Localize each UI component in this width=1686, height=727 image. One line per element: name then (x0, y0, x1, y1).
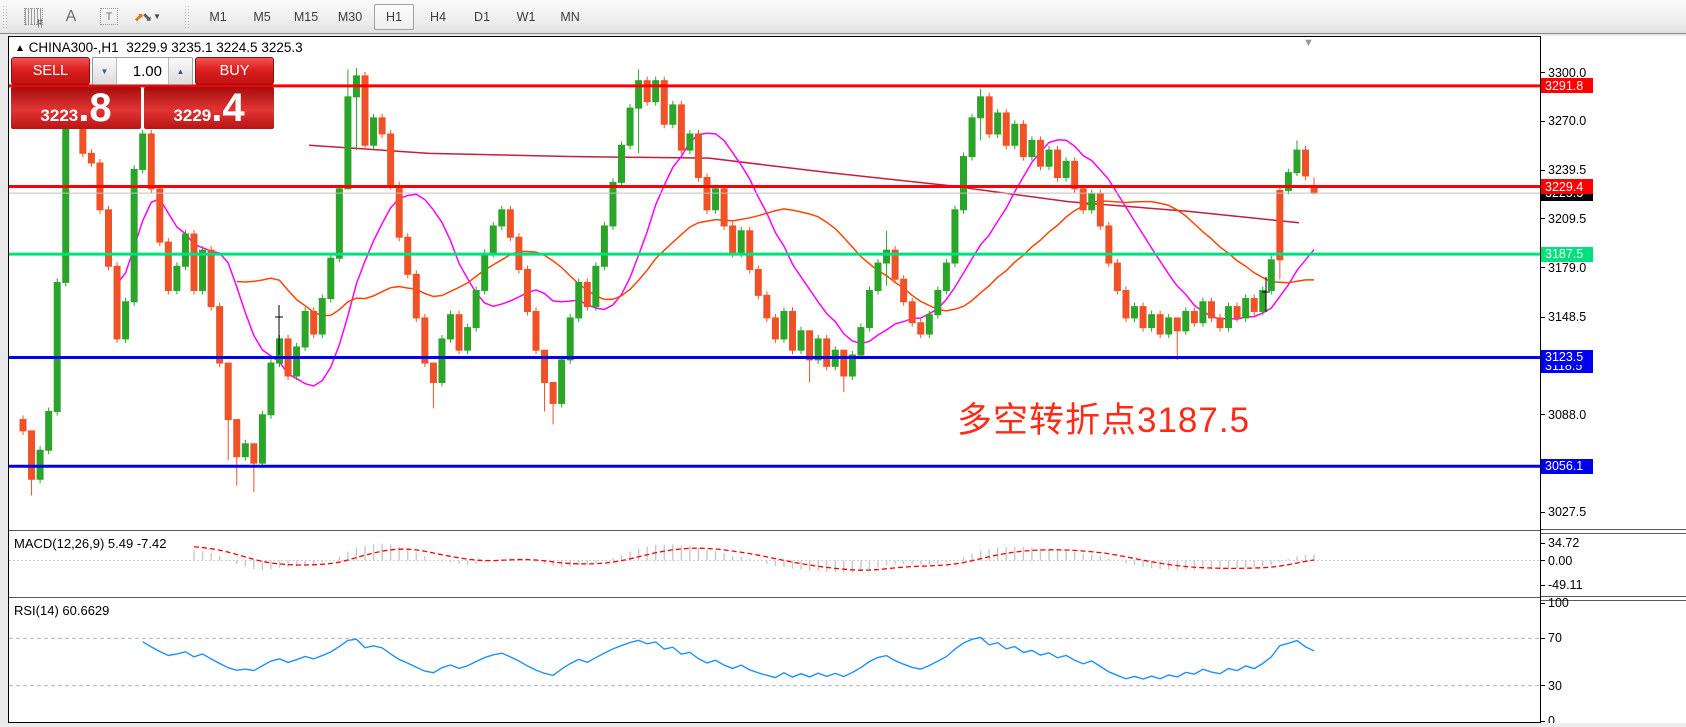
axis-tick: 3209.5 (1541, 212, 1586, 226)
pivot-annotation: 多空转折点3187.5 (957, 401, 1251, 440)
main-chart-pane[interactable]: ▲ CHINA300-,H1 3229.9 3235.1 3224.5 3225… (9, 37, 1540, 530)
chevron-down-icon: ▼ (153, 12, 162, 21)
price-badge-3291.8: 3291.8 (1541, 78, 1593, 94)
chart-title: ▲ CHINA300-,H1 3229.9 3235.1 3224.5 3225… (15, 40, 303, 55)
timeframe-toolbar-drag-handle[interactable] (185, 5, 191, 28)
timeframe-h4[interactable]: H4 (430, 9, 447, 24)
axis-tick: 3148.5 (1541, 310, 1586, 324)
text-label-icon[interactable]: A (65, 7, 77, 25)
rsi-pane[interactable]: RSI(14) 60.6629 (9, 600, 1540, 722)
rsi-label: RSI(14) 60.6629 (14, 603, 110, 618)
axis-tick: 3239.5 (1541, 163, 1586, 177)
rsi-axis-tick: 100 (1541, 596, 1569, 610)
macd-pane[interactable]: MACD(12,26,9) 5.49 -7.42 (9, 533, 1540, 597)
price-badge-3229.4: 3229.4 (1541, 179, 1593, 195)
volume-control: ▼ ▲ (92, 57, 193, 85)
timeframe-m15[interactable]: M15 (293, 9, 319, 24)
axis-tick: 3027.5 (1541, 505, 1586, 519)
price-badge-3123.5: 3123.5 (1541, 349, 1593, 365)
sell-price-tile[interactable]: 3223.8 (11, 87, 141, 129)
macd-label: MACD(12,26,9) 5.49 -7.42 (14, 536, 167, 551)
volume-input[interactable] (117, 58, 168, 84)
scroll-position-marker: ▼ (1303, 37, 1314, 49)
axis-tick: 3088.0 (1541, 408, 1586, 422)
symbol-collapse-icon[interactable]: ▲ (15, 43, 25, 54)
timeframe-d1[interactable]: D1 (474, 9, 491, 24)
timeframe-mn[interactable]: MN (560, 9, 580, 24)
rsi-axis-tick: 30 (1541, 679, 1562, 693)
buy-price-tile[interactable]: 3229.4 (144, 87, 274, 129)
axis-tick: 3179.0 (1541, 261, 1586, 275)
volume-decrease-button[interactable]: ▼ (93, 58, 117, 84)
macd-axis-tick: -49.11 (1541, 578, 1583, 592)
timeframe-m5[interactable]: M5 (253, 9, 271, 24)
axis-separator-1 (1541, 529, 1686, 534)
text-box-icon[interactable]: T (91, 4, 127, 30)
timeframe-m30[interactable]: M30 (337, 9, 363, 24)
toolbar: F A T ⬈⬊ ▼ M1 M5 M15 M30 H1 H4 D1 W1 MN (0, 0, 1686, 34)
rsi-plot (9, 636, 1540, 687)
timeframe-m1[interactable]: M1 (209, 9, 227, 24)
timeframe-w1[interactable]: W1 (516, 9, 536, 24)
status-bar (0, 723, 1686, 727)
axis-separator-2 (1541, 596, 1686, 601)
arrow-tools-icon[interactable]: ⬈⬊ ▼ (134, 9, 162, 24)
price-badge-3056.1: 3056.1 (1541, 458, 1593, 474)
axis-tick: 3270.0 (1541, 114, 1586, 128)
volume-increase-button[interactable]: ▲ (168, 58, 192, 84)
price-axis[interactable]: 3300.0 3270.0 3239.5 3209.5 3179.0 3148.5 3088… (1541, 36, 1686, 727)
one-click-trading-panel: SELL ▼ ▲ BUY 3223.8 3229.4 (11, 57, 274, 129)
macd-axis-tick: 34.72 (1541, 536, 1579, 550)
price-badge-3187.5: 3187.5 (1541, 246, 1593, 262)
buy-button[interactable]: BUY (195, 57, 274, 85)
timeframe-h1[interactable]: H1 (374, 3, 415, 30)
grid-f-icon[interactable]: F (15, 4, 51, 30)
macd-axis-tick: 0.00 (1541, 554, 1572, 568)
chart-window: ▲ CHINA300-,H1 3229.9 3235.1 3224.5 3225… (8, 36, 1541, 723)
axis-tick: 3300.0 (1541, 66, 1586, 80)
sell-button[interactable]: SELL (11, 57, 90, 85)
rsi-axis-tick: 70 (1541, 631, 1562, 645)
rsi-axis-tick: 0 (1541, 714, 1555, 727)
macd-plot (9, 543, 1540, 573)
toolbar-drag-handle[interactable] (3, 5, 8, 28)
